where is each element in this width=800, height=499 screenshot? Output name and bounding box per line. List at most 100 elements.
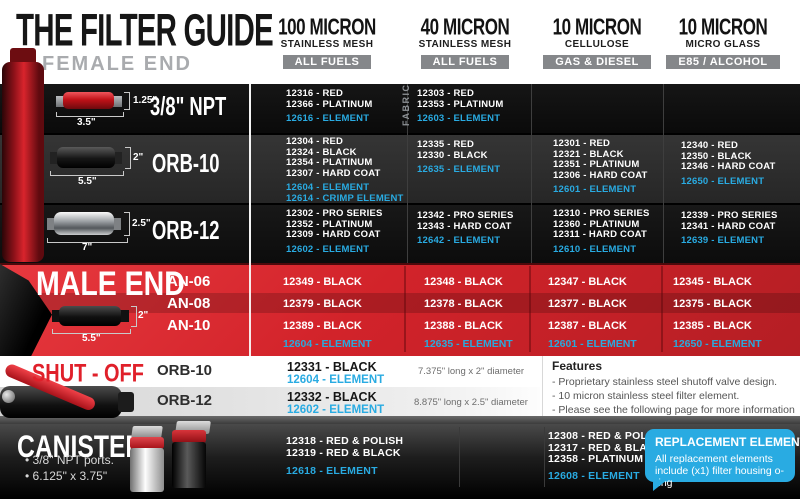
feature-item: - 10 micron stainless steel filter eleme… xyxy=(552,390,740,402)
dimension-height-label: 1.25" xyxy=(133,95,158,106)
part-number: 12340 - RED xyxy=(681,140,739,151)
male-filter-image xyxy=(52,310,61,322)
part-number: 12377 - BLACK xyxy=(548,298,627,310)
cell-orb10-cellulose: 12301 - RED 12321 - BLACK 12351 - PLATIN… xyxy=(553,138,648,196)
part-number: 12321 - BLACK xyxy=(553,148,624,160)
column-divider xyxy=(531,84,532,263)
male-end-section xyxy=(0,263,800,356)
column-micron: 100 MICRON xyxy=(278,15,376,41)
dimension-height-label: 2" xyxy=(138,310,149,321)
canister-bullets: 3/8" NPT ports. 6.125" x 3.75" xyxy=(25,452,114,484)
features-title: Features xyxy=(552,359,603,373)
dimension-height-label: 2" xyxy=(133,152,144,163)
features-block: Features - Proprietary stainless steel s… xyxy=(552,359,795,417)
orb10-filter-image xyxy=(57,147,115,168)
male-filter-image xyxy=(59,306,121,326)
orb12-filter-image xyxy=(112,218,121,230)
part-number: 12347 - BLACK xyxy=(548,276,627,288)
element-part-number: 12614 - CRIMP ELEMENT xyxy=(286,192,404,204)
cell-canister-cellulose: 12308 - RED & POLISH 12317 - RED & BLACK… xyxy=(548,430,665,482)
row-label-shutoff-orb10: ORB-10 xyxy=(157,362,213,379)
column-divider xyxy=(663,84,664,263)
part-number: 12358 - PLATINUM xyxy=(548,453,644,465)
part-number: 12304 - RED xyxy=(286,136,344,147)
element-part-number: 12604 - ELEMENT xyxy=(283,338,372,350)
badge-tail xyxy=(653,480,667,491)
element-part-number: 12601 - ELEMENT xyxy=(553,184,637,196)
canister-photo-black xyxy=(172,442,206,488)
npt-filter-image xyxy=(63,92,114,109)
element-part-number: 12602 - ELEMENT xyxy=(286,243,370,255)
part-number: 12317 - RED & BLACK xyxy=(548,441,663,454)
part-number: 12388 - BLACK xyxy=(424,320,503,332)
header: THE FILTER GUIDE FEMALE END 100 MICRON S… xyxy=(0,0,800,84)
dimension-height-line xyxy=(124,92,130,110)
part-number: 12354 - PLATINUM xyxy=(286,157,373,169)
feature-item: - Proprietary stainless steel shutoff va… xyxy=(552,376,778,388)
shutoff-column-divider xyxy=(542,356,543,416)
orb10-filter-image xyxy=(113,152,122,164)
canister-photo-black xyxy=(172,430,206,443)
row-label-an06: AN-06 xyxy=(167,273,211,290)
size-note: 7.375" long x 2" diameter xyxy=(418,366,525,377)
row-label-an08: AN-08 xyxy=(167,295,211,312)
part-number: 12339 - PRO SERIES xyxy=(681,210,778,221)
part-number: 12311 - HARD COAT xyxy=(553,229,648,241)
row-label-shutoff-orb12: ORB-12 xyxy=(157,392,213,409)
fuel-type-badge: ALL FUELS xyxy=(420,55,510,69)
npt-filter-image xyxy=(113,96,122,107)
male-an08-stripe xyxy=(0,293,800,313)
part-number: 12385 - BLACK xyxy=(673,320,752,332)
part-number: 12309 - HARD COAT xyxy=(286,229,381,241)
element-part-number: 12610 - ELEMENT xyxy=(553,243,637,255)
badge-title: REPLACEMENT ELEMENTS xyxy=(655,435,800,449)
part-number: 12307 - HARD COAT xyxy=(286,167,381,179)
column-media: STAINLESS MESH xyxy=(418,39,512,50)
part-number: 12310 - PRO SERIES xyxy=(553,208,650,219)
red-filter-photo xyxy=(10,48,36,66)
dimension-height-label: 2.5" xyxy=(132,218,151,229)
part-number: 12303 - RED xyxy=(417,88,475,99)
column-header-40-micron: 40 MICRON STAINLESS MESH ALL FUELS xyxy=(395,15,535,70)
shutoff-valve-hinge xyxy=(2,390,15,403)
part-number: 12353 - PLATINUM xyxy=(417,98,504,110)
male-end-title: MALE END xyxy=(36,265,185,303)
shutoff-title: SHUT - OFF xyxy=(32,360,144,388)
part-number: 12379 - BLACK xyxy=(283,298,362,310)
row-label-orb10: ORB-10 xyxy=(152,150,220,179)
column-header-10-micron-glass: 10 MICRON MICRO GLASS E85 / ALCOHOL xyxy=(653,15,793,70)
element-part-number: 12635 - ELEMENT xyxy=(424,338,513,350)
cell-npt-100micron: 12316 - RED 12366 - PLATINUM 12616 - ELE… xyxy=(286,88,373,125)
element-part-number: 12616 - ELEMENT xyxy=(286,113,370,125)
part-number: 12302 - PRO SERIES xyxy=(286,208,383,219)
dimension-width-line xyxy=(50,171,124,176)
section-female-end-title: FEMALE END xyxy=(42,53,192,75)
cell-orb10-100micron: 12304 - RED 12324 - BLACK 12354 - PLATIN… xyxy=(286,136,404,205)
cell-orb12-100micron: 12302 - PRO SERIES 12352 - PLATINUM 1230… xyxy=(286,208,383,255)
column-header-10-micron-cellulose: 10 MICRON CELLULOSE GAS & DIESEL xyxy=(527,15,667,70)
column-divider xyxy=(407,84,408,263)
part-number: 12360 - PLATINUM xyxy=(553,218,640,230)
divider-label-data xyxy=(249,84,251,356)
part-number: 12331 - BLACK xyxy=(287,360,377,374)
part-number: 12366 - PLATINUM xyxy=(286,98,373,110)
row-orb10-bg xyxy=(0,133,800,203)
element-part-number: 12602 - ELEMENT xyxy=(287,404,385,416)
element-part-number: 12601 - ELEMENT xyxy=(548,338,637,350)
npt-filter-image xyxy=(56,96,65,107)
cell-npt-40micron: 12303 - RED 12353 - PLATINUM 12603 - ELE… xyxy=(417,88,504,125)
element-part-number: 12650 - ELEMENT xyxy=(681,175,765,187)
fuel-type-badge: ALL FUELS xyxy=(282,55,372,69)
canister-photo-silver xyxy=(130,437,164,449)
size-note: 8.875" long x 2.5" diameter xyxy=(414,397,528,408)
element-part-number: 12635 - ELEMENT xyxy=(417,164,501,176)
cell-orb12-40micron: 12342 - PRO SERIES 12343 - HARD COAT 126… xyxy=(417,210,514,247)
part-number: 12306 - HARD COAT xyxy=(553,169,648,181)
element-part-number: 12642 - ELEMENT xyxy=(417,235,501,247)
part-number: 12324 - BLACK xyxy=(286,146,357,158)
row-label-npt: 3/8" NPT xyxy=(150,93,227,122)
row-orb12-bg xyxy=(0,203,800,263)
dimension-width-label: 5.5" xyxy=(78,176,97,187)
part-number: 12352 - PLATINUM xyxy=(286,218,373,230)
